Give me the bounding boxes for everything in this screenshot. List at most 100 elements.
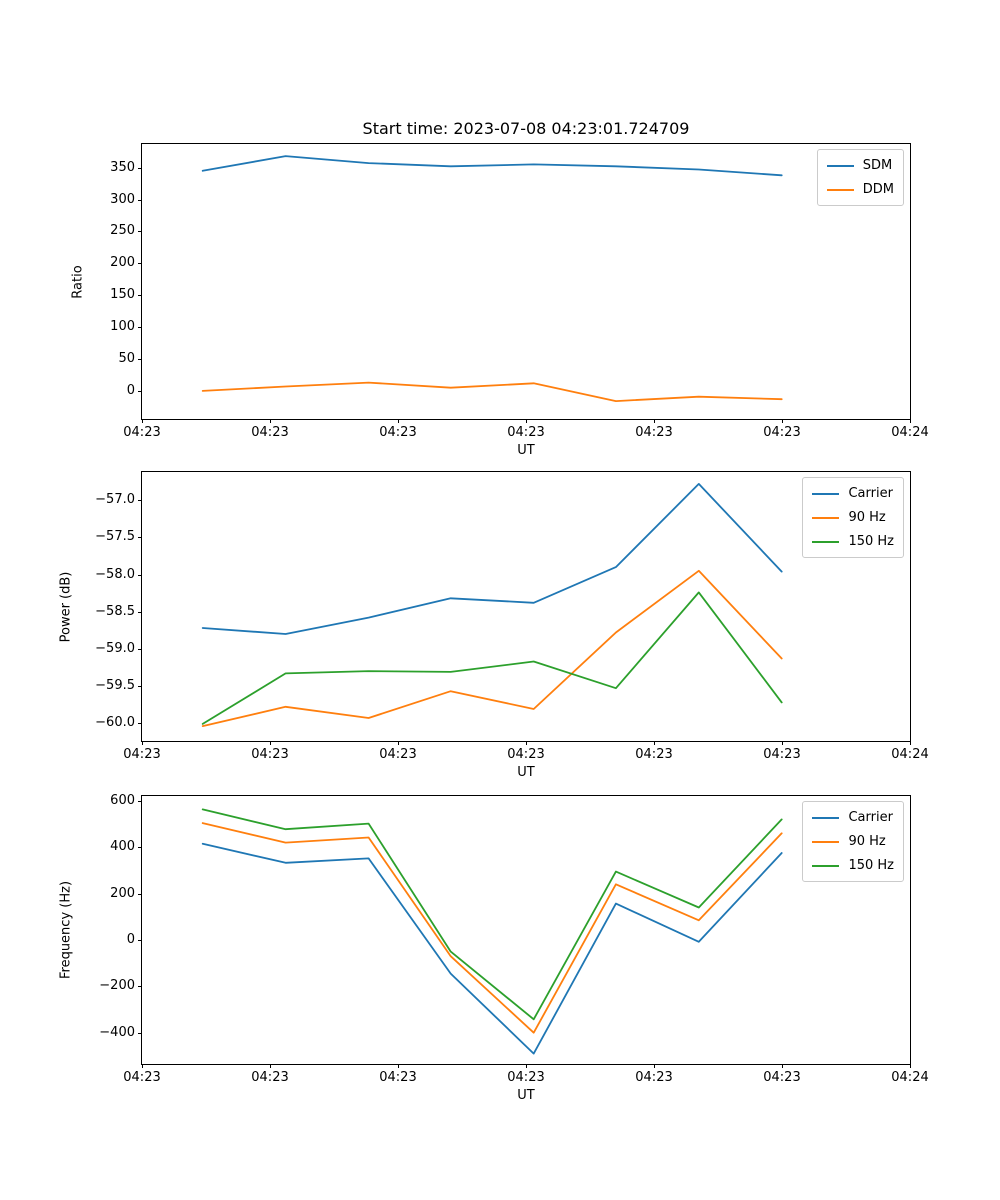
legend-label: 90 Hz	[848, 510, 886, 525]
series-line-SDM	[201, 155, 783, 177]
y-tick-label: −400	[99, 1024, 135, 1040]
x-tick	[397, 419, 399, 423]
ratio-plot: Ratio UT SDM DDM 04:23 04:23 04:23 04:23 04:2…	[71, 143, 929, 458]
x-tick	[397, 1064, 399, 1068]
x-tick	[270, 419, 271, 423]
y-tick-label: −200	[99, 978, 135, 994]
y-tick	[138, 723, 142, 725]
y-tick	[138, 263, 142, 265]
y-tick	[138, 686, 142, 687]
x-tick	[142, 741, 143, 745]
legend-item: 150 Hz	[812, 531, 894, 552]
x-tick	[910, 1064, 911, 1068]
figure-title: Start time: 2023-07-08 04:23:01.724709	[362, 119, 690, 138]
y-tick-label: 350	[110, 159, 135, 175]
y-tick-label: 400	[110, 838, 135, 854]
y-axis-label: Frequency (Hz)	[58, 880, 74, 980]
frequency-chart-svg	[201, 808, 783, 1055]
x-tick	[781, 741, 783, 745]
x-tick-label: 04:24	[891, 1070, 929, 1085]
y-tick-label: −60.0	[95, 714, 135, 730]
y-tick-label: 250	[110, 223, 135, 239]
y-tick	[138, 167, 142, 169]
y-tick	[138, 359, 142, 360]
y-tick-label: 200	[110, 885, 135, 901]
y-tick-label: 50	[118, 350, 135, 366]
x-tick	[654, 419, 655, 423]
x-tick-label: 04:23	[763, 425, 801, 440]
y-tick	[138, 295, 142, 297]
series-line-Carrier	[201, 842, 783, 1055]
y-tick	[138, 611, 142, 613]
y-tick	[138, 199, 142, 201]
legend-line-swatch	[812, 864, 840, 867]
legend-line-swatch	[812, 492, 840, 495]
y-tick-label: 200	[110, 255, 135, 271]
x-tick	[142, 419, 143, 423]
x-tick-label: 04:23	[763, 1070, 801, 1085]
y-tick	[138, 986, 142, 988]
y-tick	[138, 1032, 142, 1034]
y-tick-label: 600	[110, 792, 135, 808]
x-tick-label: 04:23	[379, 425, 417, 440]
x-tick-label: 04:23	[379, 1070, 417, 1085]
x-tick-label: 04:24	[891, 425, 929, 440]
series-line-150-Hz	[201, 591, 783, 725]
legend-label: Carrier	[848, 810, 893, 825]
y-tick	[138, 231, 142, 233]
power-chart-svg	[201, 482, 783, 728]
x-tick	[526, 1064, 527, 1068]
x-tick-label: 04:24	[891, 747, 929, 762]
y-axis-label: Ratio	[70, 264, 86, 299]
x-tick	[781, 1064, 783, 1068]
legend-item: 90 Hz	[812, 507, 894, 528]
x-tick	[910, 741, 911, 745]
y-tick-label: −58.5	[95, 603, 135, 619]
series-line-DDM	[201, 381, 783, 403]
legend: Carrier 90 Hz 150 Hz	[802, 477, 904, 558]
series-line-Carrier	[201, 482, 783, 635]
y-tick	[138, 327, 142, 329]
x-tick-label: 04:23	[507, 1070, 545, 1085]
x-tick-label: 04:23	[379, 747, 417, 762]
legend-line-swatch	[812, 816, 840, 819]
x-tick	[781, 419, 783, 423]
legend-item: 150 Hz	[812, 855, 894, 876]
legend-item: DDM	[826, 179, 894, 200]
x-tick	[654, 741, 655, 745]
y-tick	[138, 537, 142, 539]
x-tick-label: 04:23	[251, 747, 289, 762]
x-tick-label: 04:23	[763, 747, 801, 762]
legend-label: 150 Hz	[848, 858, 894, 873]
legend-line-swatch	[826, 164, 854, 167]
y-tick	[138, 893, 142, 895]
x-tick-label: 04:23	[123, 747, 161, 762]
legend-label: SDM	[862, 158, 893, 173]
x-tick	[270, 741, 271, 745]
y-tick-label: 0	[126, 931, 135, 947]
x-tick	[526, 419, 527, 423]
y-tick-label: −58.0	[95, 566, 135, 582]
power-plot: Power (dB) UT Carrier 90 Hz 150 Hz 04:23 04…	[59, 471, 929, 780]
y-tick-label: −59.0	[95, 640, 135, 656]
legend-label: DDM	[862, 182, 894, 197]
y-tick-label: −59.5	[95, 677, 135, 693]
y-tick-label: 0	[126, 382, 135, 398]
x-tick-label: 04:23	[123, 1070, 161, 1085]
y-tick	[138, 648, 142, 650]
x-tick	[397, 741, 399, 745]
legend-item: Carrier	[812, 483, 894, 504]
x-tick	[654, 1064, 655, 1068]
x-tick-label: 04:23	[507, 425, 545, 440]
y-tick	[138, 574, 142, 576]
x-tick	[526, 741, 527, 745]
legend-line-swatch	[812, 516, 840, 519]
x-axis-label: UT	[517, 1088, 535, 1103]
y-tick-label: −57.5	[95, 529, 135, 545]
legend-line-swatch	[826, 188, 854, 191]
legend-item: SDM	[826, 155, 894, 176]
x-tick-label: 04:23	[635, 1070, 673, 1085]
x-tick-label: 04:23	[251, 1070, 289, 1085]
y-tick	[138, 940, 142, 941]
y-tick	[138, 800, 142, 802]
